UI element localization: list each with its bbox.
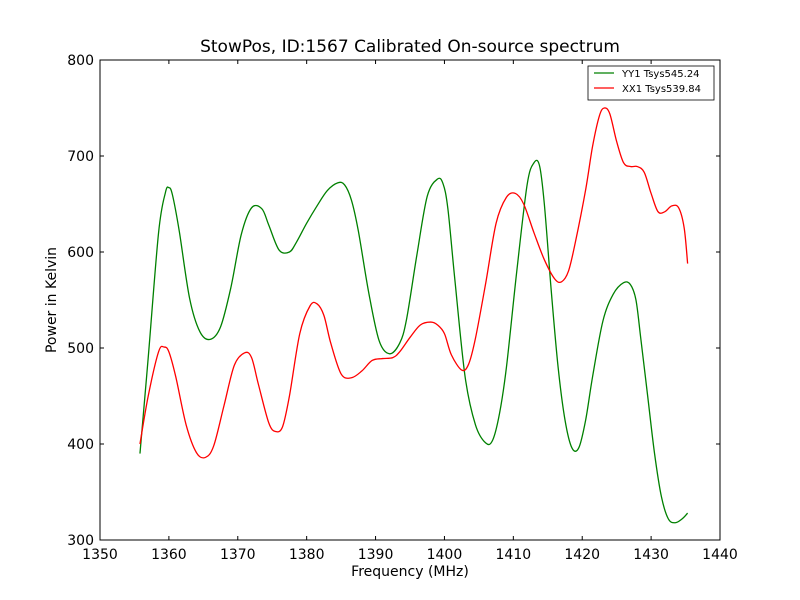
x-axis-label: Frequency (MHz) xyxy=(351,564,469,580)
chart-title: StowPos, ID:1567 Calibrated On-source sp… xyxy=(200,37,620,57)
x-tick-label: 1400 xyxy=(427,547,463,563)
x-tick-label: 1380 xyxy=(289,547,325,563)
y-tick-label: 600 xyxy=(67,245,94,261)
x-tick-label: 1430 xyxy=(633,547,669,563)
x-tick-label: 1440 xyxy=(702,547,738,563)
series-layer xyxy=(139,107,689,524)
x-tick-label: 1410 xyxy=(496,547,532,563)
y-tick-label: 300 xyxy=(67,533,94,549)
y-tick-label: 500 xyxy=(67,341,94,357)
y-axis-label: Power in Kelvin xyxy=(44,247,60,353)
x-tick-label: 1350 xyxy=(82,547,118,563)
legend: YY1 Tsys545.24 XX1 Tsys539.84 xyxy=(587,65,715,101)
plot-frame xyxy=(99,59,721,541)
ticks-layer: 1350 1360 1370 1380 1390 1400 1410 1420 1430 1440… xyxy=(67,53,738,563)
y-tick-label: 800 xyxy=(67,53,94,69)
series-line-yy1 xyxy=(139,159,689,524)
legend-label: XX1 Tsys539.84 xyxy=(622,84,701,95)
series-line-xx1 xyxy=(139,107,689,459)
legend-box xyxy=(587,65,715,101)
legend-label: YY1 Tsys545.24 xyxy=(621,69,700,80)
y-tick-label: 700 xyxy=(67,149,94,165)
x-tick-label: 1370 xyxy=(220,547,256,563)
x-tick-label: 1420 xyxy=(564,547,600,563)
x-tick-label: 1360 xyxy=(151,547,187,563)
y-tick-label: 400 xyxy=(67,437,94,453)
x-tick-label: 1390 xyxy=(358,547,394,563)
